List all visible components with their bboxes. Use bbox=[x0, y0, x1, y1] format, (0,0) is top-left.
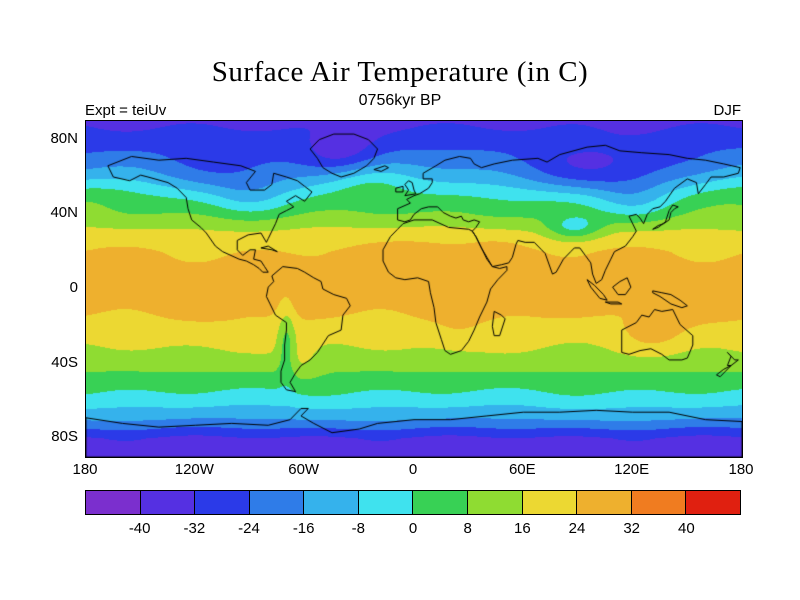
colorbar-tick-label: 24 bbox=[568, 520, 586, 537]
colorbar-tick-label: -40 bbox=[128, 520, 151, 537]
colorbar-cell bbox=[195, 491, 250, 514]
colorbar-cell bbox=[631, 491, 687, 514]
lon-tick-label: 60W bbox=[288, 461, 320, 478]
colorbar bbox=[85, 490, 741, 515]
colorbar-cell bbox=[522, 491, 578, 514]
lat-tick-label: 0 bbox=[69, 279, 78, 296]
colorbar-cell bbox=[358, 491, 414, 514]
lat-tick-label: 40S bbox=[51, 353, 78, 371]
colorbar-tick-label: -32 bbox=[183, 520, 206, 537]
lon-tick-label: 60E bbox=[508, 461, 536, 478]
colorbar-tick-label: 32 bbox=[623, 520, 640, 537]
colorbar-tick-label: 0 bbox=[408, 520, 418, 537]
lon-tick-label: 0 bbox=[408, 461, 418, 478]
colorbar-cell bbox=[304, 491, 359, 514]
colorbar-tick-label: 8 bbox=[463, 520, 472, 537]
colorbar-cell bbox=[577, 491, 632, 514]
lon-tick-label: 180 bbox=[72, 461, 98, 478]
colorbar-cell bbox=[468, 491, 523, 514]
lat-tick-label: 80N bbox=[50, 129, 78, 147]
colorbar-cell bbox=[249, 491, 305, 514]
season-label: DJF bbox=[713, 102, 742, 119]
colorbar-cell bbox=[86, 491, 141, 514]
colorbar-cell bbox=[140, 491, 196, 514]
colorbar-tick-label: -24 bbox=[238, 520, 260, 537]
colorbar-cell bbox=[686, 491, 740, 514]
lat-tick-label: 80S bbox=[51, 428, 78, 446]
colorbar-tick-label: -16 bbox=[292, 520, 315, 537]
lon-tick-label: 120E bbox=[614, 461, 650, 478]
colorbar-tick-label: 16 bbox=[513, 520, 531, 537]
experiment-label: Expt = teiUv bbox=[85, 102, 167, 119]
world-temperature-map bbox=[85, 120, 743, 458]
temperature-field-canvas bbox=[86, 121, 742, 457]
lon-tick-label: 180 bbox=[728, 461, 754, 478]
colorbar-tick-label: 40 bbox=[677, 520, 695, 537]
colorbar-cell bbox=[413, 491, 469, 514]
plot-title: Surface Air Temperature (in C) bbox=[211, 56, 589, 88]
colorbar-tick-label: -8 bbox=[351, 520, 365, 537]
lat-tick-label: 40N bbox=[50, 204, 78, 222]
plot-subtitle: 0756kyr BP bbox=[358, 92, 442, 109]
lon-tick-label: 120W bbox=[174, 461, 214, 478]
